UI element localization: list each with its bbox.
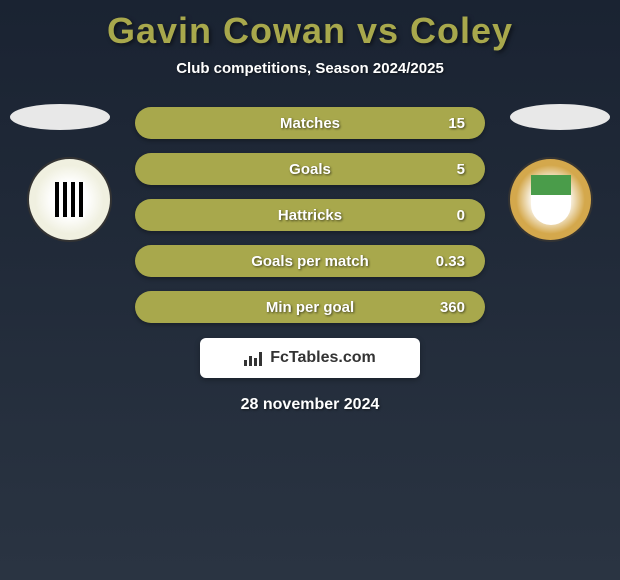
stat-value-right: 5 xyxy=(457,161,465,178)
badge-inner-left xyxy=(29,159,110,240)
player-avatar-right xyxy=(510,104,610,130)
player-avatar-left xyxy=(10,104,110,130)
club-badge-right xyxy=(508,157,593,242)
stat-row-gpm: Goals per match 0.33 xyxy=(135,245,485,277)
stat-label: Hattricks xyxy=(278,207,342,224)
main-container: Gavin Cowan vs Coley Club competitions, … xyxy=(0,0,620,424)
brand-box[interactable]: FcTables.com xyxy=(200,338,420,378)
brand-bar-icon xyxy=(259,352,262,366)
stat-value-right: 0.33 xyxy=(436,253,465,270)
subtitle: Club competitions, Season 2024/2025 xyxy=(0,60,620,77)
stat-label: Goals per match xyxy=(251,253,369,270)
stat-value-right: 15 xyxy=(448,115,465,132)
stat-label: Matches xyxy=(280,115,340,132)
stat-row-goals: Goals 5 xyxy=(135,153,485,185)
badge-stripes-icon xyxy=(55,182,85,217)
badge-shield-icon xyxy=(531,175,571,225)
brand-text: FcTables.com xyxy=(270,349,376,367)
chart-icon xyxy=(244,350,264,366)
brand-bar-icon xyxy=(254,358,257,366)
brand-bar-icon xyxy=(249,356,252,366)
page-title: Gavin Cowan vs Coley xyxy=(0,10,620,52)
stat-row-mpg: Min per goal 360 xyxy=(135,291,485,323)
stat-value-right: 360 xyxy=(440,299,465,316)
stat-rows: Matches 15 Goals 5 Hattricks 0 Goals per… xyxy=(135,107,485,323)
stat-row-matches: Matches 15 xyxy=(135,107,485,139)
brand-bar-icon xyxy=(244,360,247,366)
stat-label: Min per goal xyxy=(266,299,354,316)
date-text: 28 november 2024 xyxy=(0,396,620,414)
stat-value-right: 0 xyxy=(457,207,465,224)
stat-label: Goals xyxy=(289,161,331,178)
stat-row-hattricks: Hattricks 0 xyxy=(135,199,485,231)
badge-inner-right xyxy=(510,159,591,240)
club-badge-left xyxy=(27,157,112,242)
stats-area: Matches 15 Goals 5 Hattricks 0 Goals per… xyxy=(0,107,620,414)
